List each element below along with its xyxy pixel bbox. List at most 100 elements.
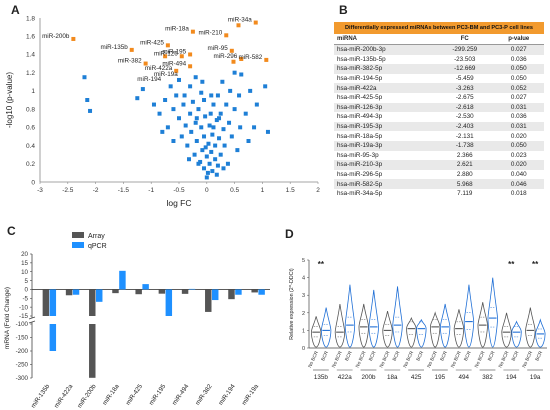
fc-cell: -2.618 <box>435 102 494 113</box>
y-tick-label: 1 <box>31 88 35 95</box>
table-row: hsa-miR-95-3p 2.366 0.023 <box>334 151 544 161</box>
subgroup-label: BCR <box>463 350 473 362</box>
significant-point <box>179 54 184 59</box>
pvalue-cell: 0.036 <box>510 113 527 121</box>
significant-point <box>231 59 236 64</box>
mirna-table: Differentially expressed miRNAs between … <box>334 22 544 199</box>
data-point <box>210 169 215 174</box>
mirna-cell: hsa-miR-135b-5p <box>337 55 386 63</box>
group-label: 195 <box>435 374 446 381</box>
table-row: hsa-miR-494-3p -2.530 0.036 <box>334 112 544 122</box>
bar-qpcr <box>165 289 173 316</box>
data-point <box>207 161 212 166</box>
bar-qpcr <box>212 289 219 301</box>
bar-qpcr <box>72 289 80 295</box>
subgroup-label: BCR <box>320 350 330 362</box>
data-point <box>188 84 193 89</box>
fc-cell: -3.263 <box>435 83 494 93</box>
significant-point <box>129 47 134 52</box>
significant-point <box>71 36 76 41</box>
bar-array <box>205 289 212 312</box>
group-label: 200b <box>361 374 376 381</box>
violin-bcr <box>511 320 522 348</box>
violin-bcr <box>487 277 498 348</box>
category-label: miR-194 <box>217 383 237 407</box>
table-row: hsa-miR-425-5p -2.675 0.027 <box>334 93 544 103</box>
data-point <box>179 134 184 139</box>
category-label: miR-135b <box>30 383 52 410</box>
mirna-cell: hsa-miR-494-3p <box>337 113 383 121</box>
fc-cell: -5.459 <box>455 75 474 83</box>
data-point <box>193 120 198 125</box>
x-tick-label: 0 <box>205 187 209 194</box>
y-tick-label: -300 <box>16 375 29 382</box>
subgroup-label: BCR <box>487 350 497 362</box>
bar-array <box>135 289 142 295</box>
data-point <box>171 139 176 143</box>
y-tick-label: 1.8 <box>26 15 35 22</box>
pvalue-cell: 0.046 <box>493 179 544 189</box>
table-row: hsa-miR-382-5p -12.669 0.050 <box>334 64 544 74</box>
data-point <box>222 143 227 148</box>
category-label: miR-195 <box>148 383 168 407</box>
y-tick-label: -250 <box>16 362 29 369</box>
violin-bcr <box>463 284 475 348</box>
data-point <box>88 108 93 113</box>
pvalue-cell: 0.027 <box>493 44 544 55</box>
x-tick-label: 2 <box>316 187 320 194</box>
y-tick-label: 0 <box>302 346 305 352</box>
group-label: 135b <box>314 374 329 381</box>
bar-array <box>228 289 235 300</box>
significant-point <box>264 57 269 62</box>
point-label: miR-126 <box>154 50 178 57</box>
data-point <box>218 111 223 116</box>
significant-point <box>163 54 168 59</box>
significant-point <box>188 64 193 69</box>
group-label: 194 <box>506 374 517 381</box>
violin-bcr <box>368 289 379 348</box>
data-point <box>203 114 208 119</box>
pvalue-cell: 0.020 <box>510 132 527 140</box>
x-tick-label: -0.5 <box>173 187 185 194</box>
x-tick-label: -3 <box>37 187 43 194</box>
data-point <box>237 93 242 98</box>
point-label: miR-195 <box>162 48 186 55</box>
table-title: Differentially expressed miRNAs between … <box>334 22 544 34</box>
data-point <box>209 93 214 98</box>
x-tick-label: 1.5 <box>286 187 295 194</box>
y-tick-label: 0.6 <box>26 125 35 132</box>
pvalue-cell: 0.018 <box>510 190 527 198</box>
data-point <box>228 88 233 93</box>
legend-swatch <box>72 232 84 238</box>
y-tick-label: 1.2 <box>26 70 35 77</box>
data-point <box>221 166 226 171</box>
pvalue-cell: 0.020 <box>493 160 544 170</box>
data-point <box>252 125 257 130</box>
bar-array <box>251 289 258 293</box>
y-tick-label: 1 <box>302 328 305 334</box>
subgroup-label: No BCR <box>450 350 463 369</box>
bar-array-lower <box>89 324 96 378</box>
violin-bcr <box>344 284 356 348</box>
mirna-cell: hsa-miR-425-5p <box>337 94 383 102</box>
data-point <box>215 93 220 98</box>
violin-nobcr <box>453 309 465 348</box>
data-point <box>151 102 156 107</box>
violin-bcr <box>392 286 403 348</box>
data-point <box>214 118 219 123</box>
data-point <box>211 125 216 130</box>
subgroup-label: BCR <box>415 350 425 362</box>
fc-cell: -2.675 <box>455 94 474 102</box>
bar-qpcr <box>235 289 242 295</box>
data-point <box>220 79 225 84</box>
data-point <box>229 134 234 139</box>
violin-nobcr <box>501 312 512 348</box>
significant-point <box>229 48 234 53</box>
bar-array <box>158 289 166 294</box>
data-point <box>232 107 237 112</box>
pvalue-cell: 0.027 <box>510 94 527 102</box>
data-point <box>199 125 204 130</box>
significant-point <box>188 52 193 57</box>
violin-nobcr <box>310 316 322 348</box>
data-point <box>177 116 181 121</box>
